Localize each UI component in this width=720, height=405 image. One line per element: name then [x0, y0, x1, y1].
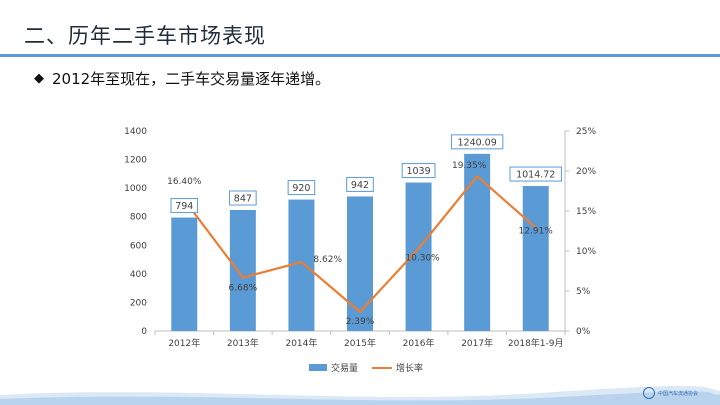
logo-text: 中国汽车流通协会 [657, 390, 698, 397]
y-right-tick-label: 20% [576, 167, 596, 177]
chart-legend: 交易量 增长率 [309, 362, 423, 374]
growth-rate-line [183, 175, 537, 313]
y-right-tick-label: 5% [576, 287, 591, 297]
bar-value-label-box [401, 163, 436, 179]
x-tick-label: 2014年 [285, 337, 317, 349]
legend-line-label: 增长率 [396, 362, 423, 374]
y-left-tick-label: 1400 [124, 127, 147, 137]
legend-bar-label: 交易量 [331, 362, 358, 374]
bar [522, 186, 549, 331]
bar-value-label-box [346, 176, 374, 192]
bar [464, 153, 491, 331]
x-tick-label: 2018年1-9月 [508, 337, 564, 349]
title-divider [0, 54, 720, 57]
bar [229, 210, 256, 331]
y-left-tick-label: 1000 [124, 184, 147, 194]
bar [347, 196, 373, 331]
y-left-tick-label: 200 [130, 298, 147, 308]
y-left-tick-label: 600 [130, 241, 147, 251]
y-left-tick-label: 0 [141, 327, 147, 337]
y-left-tick-label: 800 [130, 213, 147, 223]
logo-mark-icon [642, 387, 655, 399]
bar-value-label: 1014.72 [516, 170, 555, 181]
diamond-bullet-icon: ◆ [34, 71, 44, 86]
y-right-tick-label: 25% [576, 127, 596, 137]
bar-value-label: 920 [292, 183, 310, 194]
y-left-tick-label: 1200 [124, 156, 147, 166]
bar-value-label-box [450, 134, 504, 150]
bar-value-label: 847 [234, 194, 252, 205]
data-labels: 794 847 920 942 1039 1240.09 1014.72 16.40% 6.68… [167, 134, 562, 327]
x-tick-label: 2017年 [461, 337, 493, 349]
bar-series [171, 153, 549, 331]
x-tick-label: 2012年 [168, 337, 200, 349]
line-value-label: 6.68% [229, 284, 258, 294]
line-series [183, 175, 537, 313]
bar-value-label: 942 [351, 180, 369, 191]
legend-bar-swatch [309, 364, 327, 371]
x-tick-label: 2016年 [403, 337, 435, 349]
line-value-label: 2.39% [346, 317, 375, 327]
y-right-tick-label: 10% [576, 247, 596, 257]
line-value-label: 8.62% [313, 255, 342, 265]
bullet-text: 2012年至现在，二手车交易量逐年递增。 [52, 70, 331, 88]
bar-value-label-box [229, 190, 257, 206]
bar-value-label-box [170, 198, 199, 214]
x-tick-label: 2013年 [227, 337, 259, 349]
bar-value-label-box [287, 180, 316, 196]
slide-title: 二、历年二手车市场表现 [24, 24, 266, 48]
footer-wave [0, 385, 720, 405]
bar [171, 217, 198, 331]
x-tick-label: 2015年 [344, 337, 376, 349]
line-value-label: 16.40% [167, 177, 202, 187]
association-logo: 中国汽车流通协会 [642, 387, 698, 399]
bar-value-label: 1039 [406, 166, 430, 177]
bar-value-label: 1240.09 [457, 137, 496, 148]
line-value-label: 19.35% [452, 161, 487, 171]
y-right-tick-label: 0% [576, 327, 591, 337]
y-left-tick-label: 400 [130, 270, 147, 280]
bar-value-label: 794 [175, 201, 193, 212]
y-right-tick-label: 15% [576, 207, 596, 217]
bar-value-label-box [509, 166, 562, 182]
bullet-point: ◆ 2012年至现在，二手车交易量逐年递增。 [34, 68, 330, 89]
line-value-label: 10.30% [405, 254, 440, 264]
line-value-label: 12.91% [519, 227, 554, 237]
